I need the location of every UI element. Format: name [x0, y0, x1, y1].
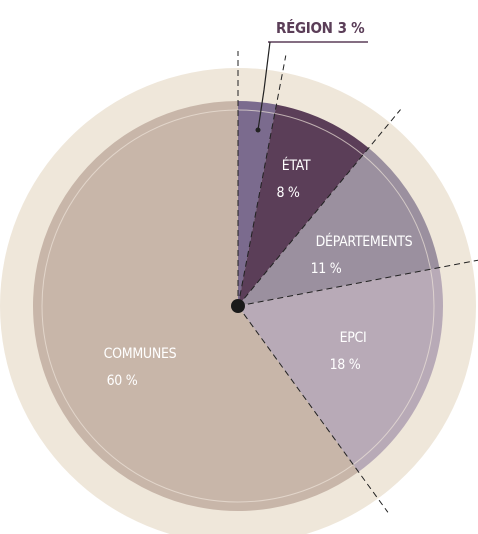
pie-slice	[32, 101, 359, 512]
value-label: 8 %	[276, 185, 299, 201]
divider-line	[237, 305, 389, 513]
labels: RÉGION 3 % ÉTAT 8 % DÉPARTEMENTS 11 % EPCI 18 %…	[104, 18, 413, 389]
pie-slice	[238, 267, 444, 472]
category-label: ÉTAT	[282, 157, 311, 174]
leader-line	[257, 41, 271, 131]
pie-slice	[238, 104, 369, 307]
leader-dot	[255, 127, 261, 133]
category-label: DÉPARTEMENTS	[316, 233, 413, 250]
divider-line	[237, 109, 401, 307]
dividers	[237, 51, 478, 513]
value-label: 3 %	[338, 19, 365, 37]
slice-label: RÉGION 3 %	[276, 18, 365, 37]
divider-line	[237, 259, 478, 307]
pie	[32, 101, 444, 512]
value-label: 60 %	[107, 373, 138, 389]
value-label: 11 %	[311, 261, 342, 277]
category-label: COMMUNES	[104, 346, 177, 362]
category-label: RÉGION	[276, 18, 333, 37]
center-dot	[231, 299, 245, 313]
value-label: 18 %	[330, 357, 361, 373]
pie-slice	[238, 148, 440, 306]
category-label: EPCI	[340, 330, 367, 346]
divider-line	[237, 55, 287, 307]
